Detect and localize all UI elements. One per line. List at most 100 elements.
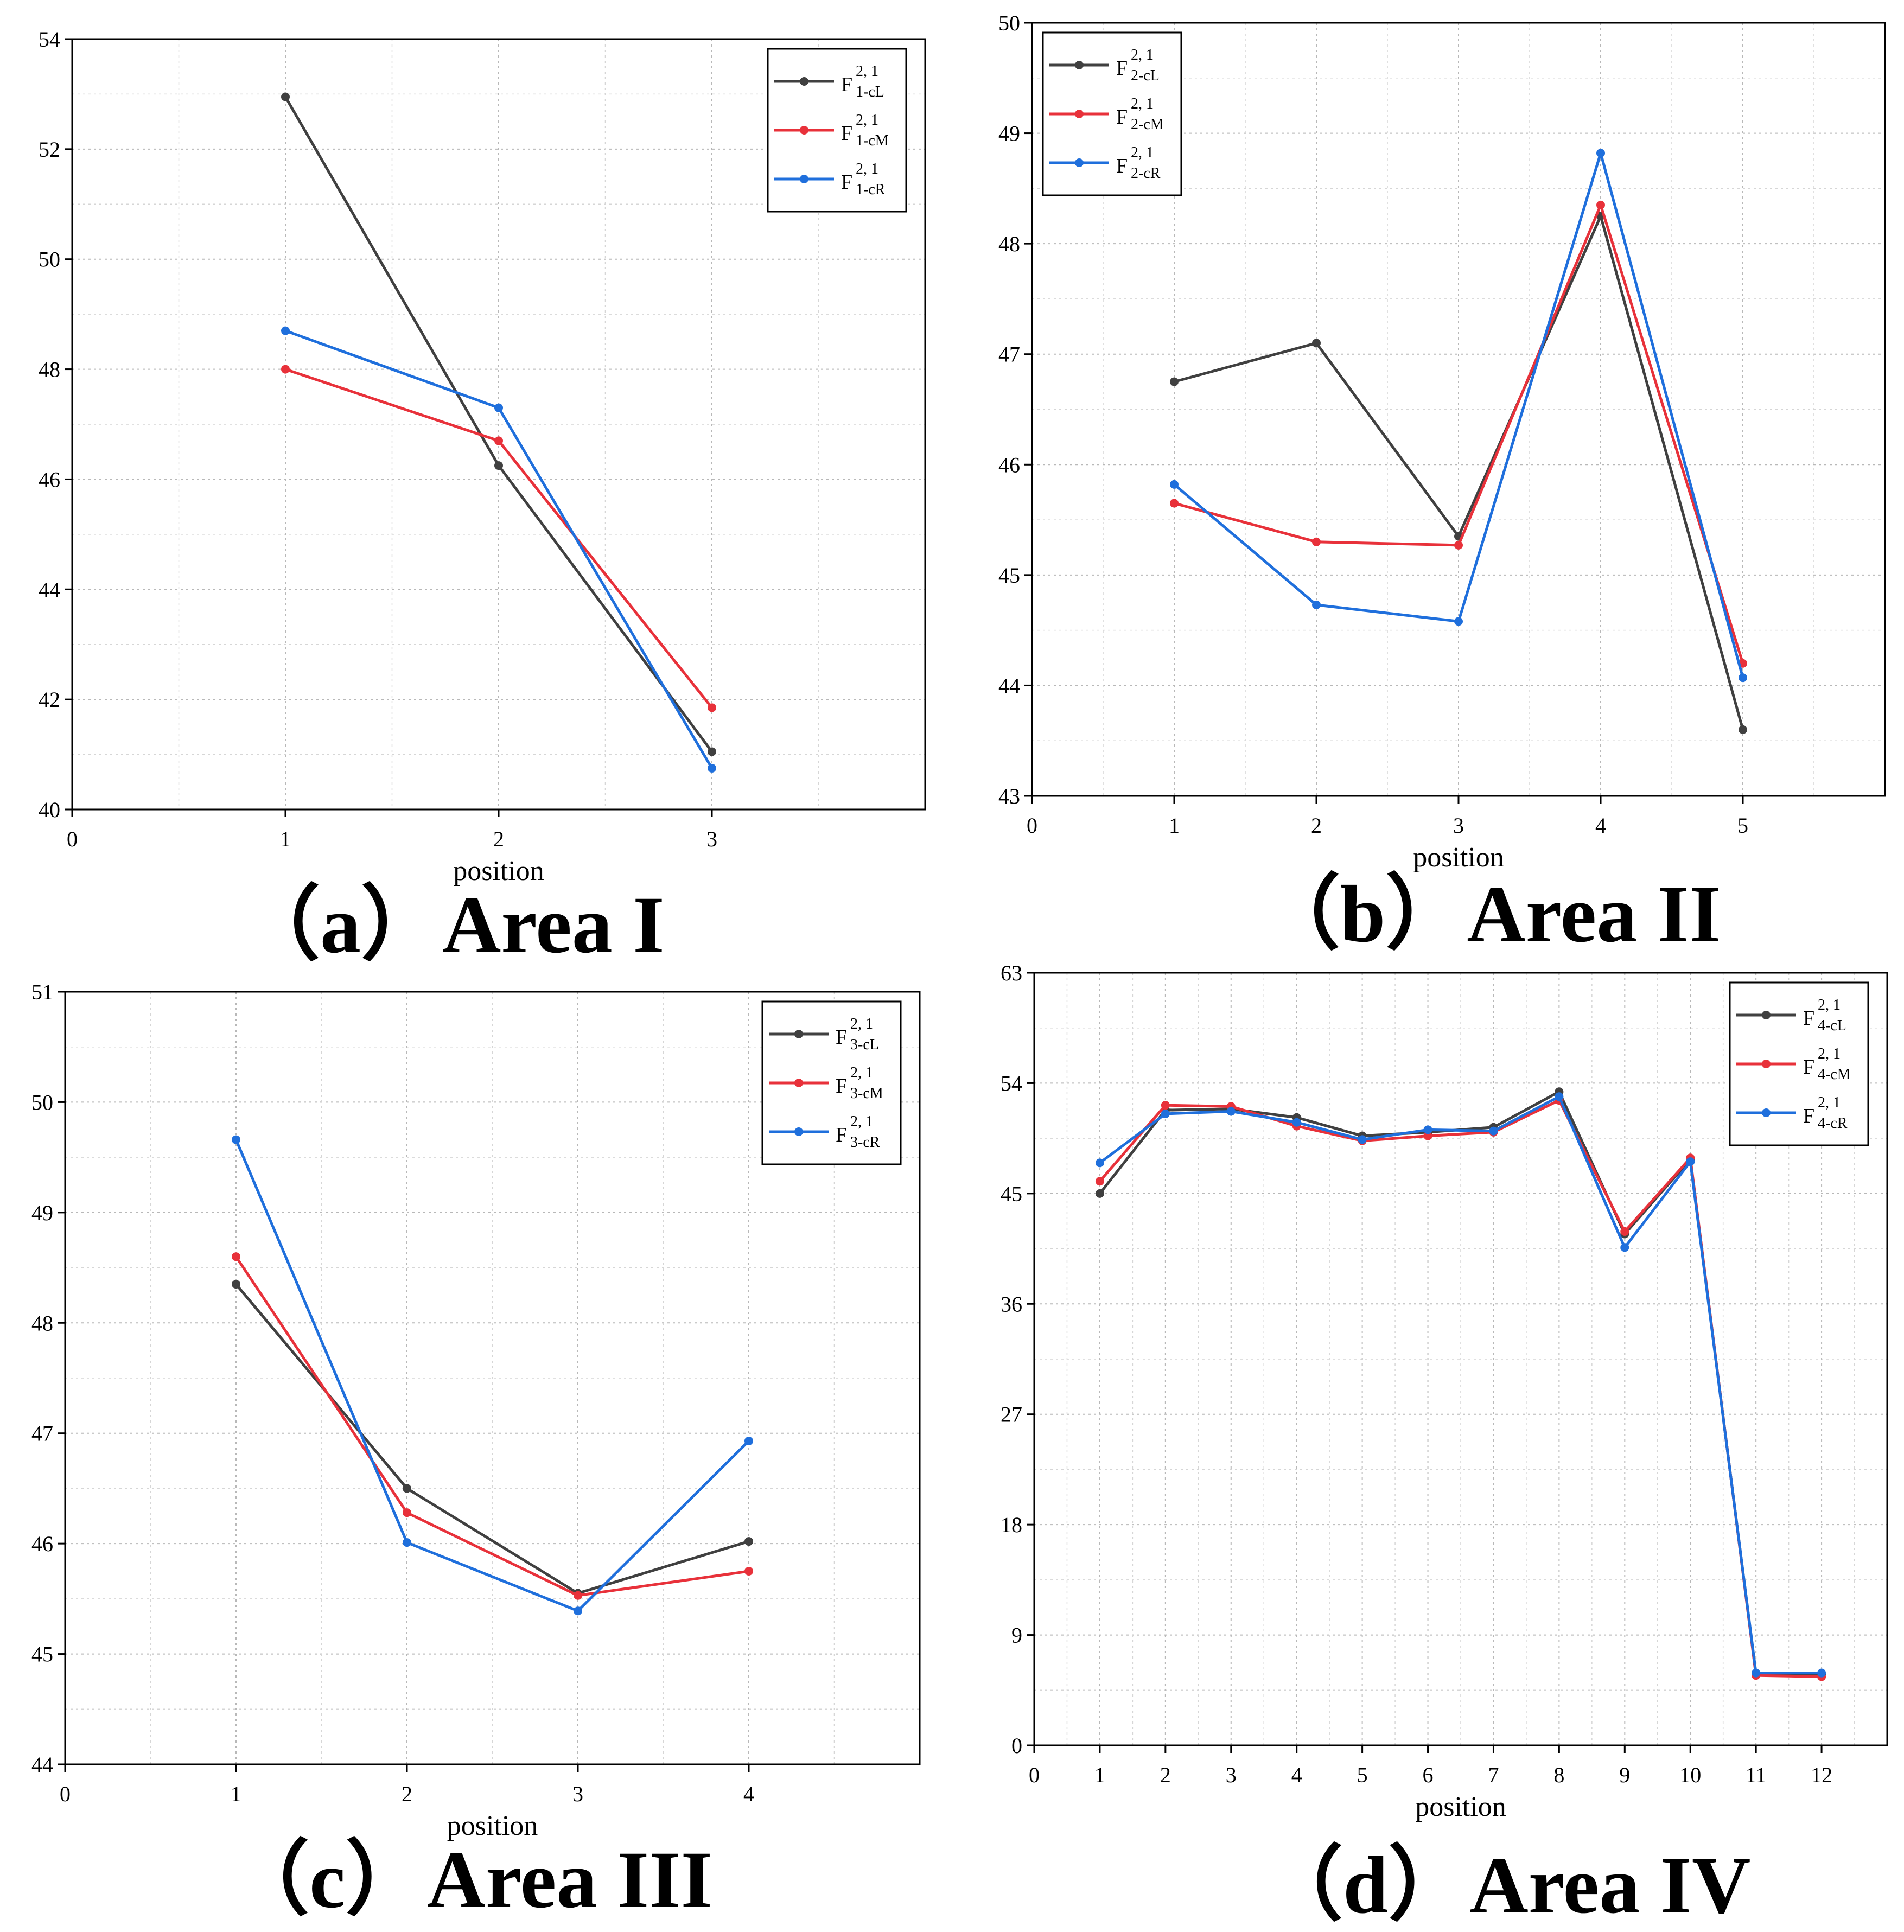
data-point-c-3-cR (744, 1436, 753, 1445)
legend-label-sub-a: 1-cR (856, 181, 886, 198)
legend-label-a: F (841, 73, 852, 96)
legend-swatch-marker-b (1075, 158, 1084, 167)
data-point-c-3-cR (574, 1606, 582, 1616)
caption-b: （b）Area II (1259, 869, 1721, 959)
y-tick-label-b: 45 (998, 563, 1020, 588)
x-tick-label-d: 9 (1619, 1763, 1630, 1787)
y-tick-label-b: 46 (998, 452, 1020, 477)
x-tick-label-a: 0 (67, 827, 78, 851)
legend-label-b: F (1116, 106, 1128, 129)
legend-label-sub-c: 3-cM (850, 1085, 883, 1102)
data-point-d-4-cR (1686, 1157, 1695, 1166)
x-tick-label-c: 2 (402, 1782, 412, 1806)
data-point-d-4-cM (1161, 1101, 1170, 1110)
x-axis-title-b: position (1413, 842, 1504, 873)
x-tick-label-a: 2 (493, 827, 504, 851)
y-tick-label-a: 50 (39, 247, 60, 272)
data-point-c-3-cM (574, 1591, 582, 1600)
x-tick-label-c: 0 (60, 1782, 71, 1806)
legend-label-sup-a: 2, 1 (856, 112, 878, 129)
legend-label-d: F (1803, 1105, 1814, 1127)
x-tick-label-d: 0 (1029, 1763, 1040, 1787)
legend-label-a: F (841, 171, 852, 194)
legend-swatch-marker-d (1762, 1011, 1771, 1019)
x-tick-label-d: 7 (1488, 1763, 1499, 1787)
legend-label-sub-b: 2-cR (1131, 165, 1161, 182)
data-point-a-1-cR (281, 326, 290, 335)
data-point-d-4-cR (1358, 1135, 1367, 1144)
chart-panel-d: 0 9 18 27 36 45 54 63 0 1 2 3 4 5 6 7 8 9 10 11 12 position F 2… (955, 961, 1904, 1932)
y-tick-label-b: 43 (998, 784, 1020, 808)
data-point-a-1-cR (708, 763, 716, 773)
x-axis-title-d: position (1415, 1791, 1506, 1822)
legend-label-c: F (836, 1075, 847, 1098)
data-point-d-4-cR (1817, 1668, 1826, 1678)
x-tick-label-c: 4 (743, 1782, 754, 1806)
chart-panel-c: 44 45 46 47 48 49 50 51 0 1 2 3 4 position F 2, 1 3-cL F 2… (0, 971, 944, 1932)
y-tick-label-d: 36 (1001, 1292, 1022, 1316)
y-tick-label-b: 47 (998, 342, 1020, 367)
y-tick-label-c: 46 (31, 1532, 53, 1556)
data-point-b-2-cM (1312, 537, 1321, 546)
data-point-d-4-cR (1620, 1243, 1629, 1252)
data-point-c-3-cM (744, 1567, 753, 1576)
legend-label-a: F (841, 122, 852, 145)
legend-label-d: F (1803, 1007, 1814, 1030)
legend-label-sup-b: 2, 1 (1131, 144, 1154, 161)
legend-label-c: F (836, 1124, 847, 1146)
legend-swatch-marker-d (1762, 1060, 1771, 1068)
y-tick-label-b: 44 (998, 673, 1020, 698)
data-point-a-1-cM (281, 365, 290, 374)
x-axis-title-c: position (447, 1810, 538, 1841)
legend-label-sub-d: 4-cL (1818, 1017, 1846, 1034)
legend-label-sub-a: 1-cM (856, 132, 889, 149)
x-tick-label-b: 2 (1311, 813, 1322, 838)
data-point-d-4-cR (1226, 1107, 1236, 1116)
legend-label-sup-c: 2, 1 (850, 1113, 873, 1130)
legend-label-sup-d: 2, 1 (1818, 1094, 1841, 1111)
data-point-b-2-cL (1170, 377, 1179, 386)
data-point-d-4-cL (1095, 1189, 1104, 1198)
legend-label-sub-d: 4-cR (1818, 1115, 1848, 1132)
legend-label-c: F (836, 1026, 847, 1049)
legend-label-sub-c: 3-cR (850, 1134, 880, 1151)
data-point-d-4-cM (1095, 1177, 1104, 1186)
y-tick-label-b: 48 (998, 232, 1020, 256)
caption-a: （a）Area I (239, 880, 665, 970)
legend-label-sub-d: 4-cM (1818, 1066, 1851, 1083)
legend-label-sup-c: 2, 1 (850, 1016, 873, 1032)
data-point-d-4-cR (1161, 1109, 1170, 1118)
legend-swatch-marker-a (800, 126, 808, 135)
x-tick-label-b: 1 (1169, 813, 1180, 838)
y-tick-label-d: 0 (1011, 1733, 1022, 1758)
x-tick-label-d: 1 (1094, 1763, 1105, 1787)
data-point-c-3-cL (744, 1537, 753, 1546)
data-point-b-2-cM (1170, 499, 1179, 508)
plot-frame-c (64, 991, 921, 1765)
legend-label-sub-b: 2-cM (1131, 116, 1164, 133)
legend-label-sup-b: 2, 1 (1131, 95, 1154, 112)
data-point-d-4-cR (1095, 1158, 1104, 1168)
legend-label-sub-a: 1-cL (856, 84, 884, 100)
data-point-a-1-cL (281, 92, 290, 101)
y-tick-label-a: 48 (39, 358, 60, 382)
x-tick-label-d: 8 (1553, 1763, 1564, 1787)
data-point-b-2-cR (1312, 600, 1321, 609)
data-point-d-4-cR (1555, 1092, 1564, 1101)
y-tick-label-a: 42 (39, 687, 60, 712)
y-tick-label-c: 49 (31, 1201, 53, 1225)
caption-c: （c）Area III (228, 1835, 712, 1925)
caption-d: （d）Area IV (1262, 1840, 1751, 1930)
data-point-b-2-cL (1739, 725, 1747, 734)
data-point-b-2-cR (1739, 673, 1747, 683)
data-point-a-1-cL (494, 461, 503, 470)
y-tick-label-c: 47 (31, 1421, 53, 1446)
legend-swatch-marker-b (1075, 110, 1084, 118)
data-point-a-1-cR (494, 403, 503, 412)
data-point-a-1-cL (708, 747, 716, 756)
legend-label-sup-d: 2, 1 (1818, 1045, 1841, 1062)
data-point-b-2-cR (1170, 480, 1179, 489)
legend-swatch-marker-c (794, 1030, 803, 1038)
x-tick-label-c: 1 (231, 1782, 241, 1806)
